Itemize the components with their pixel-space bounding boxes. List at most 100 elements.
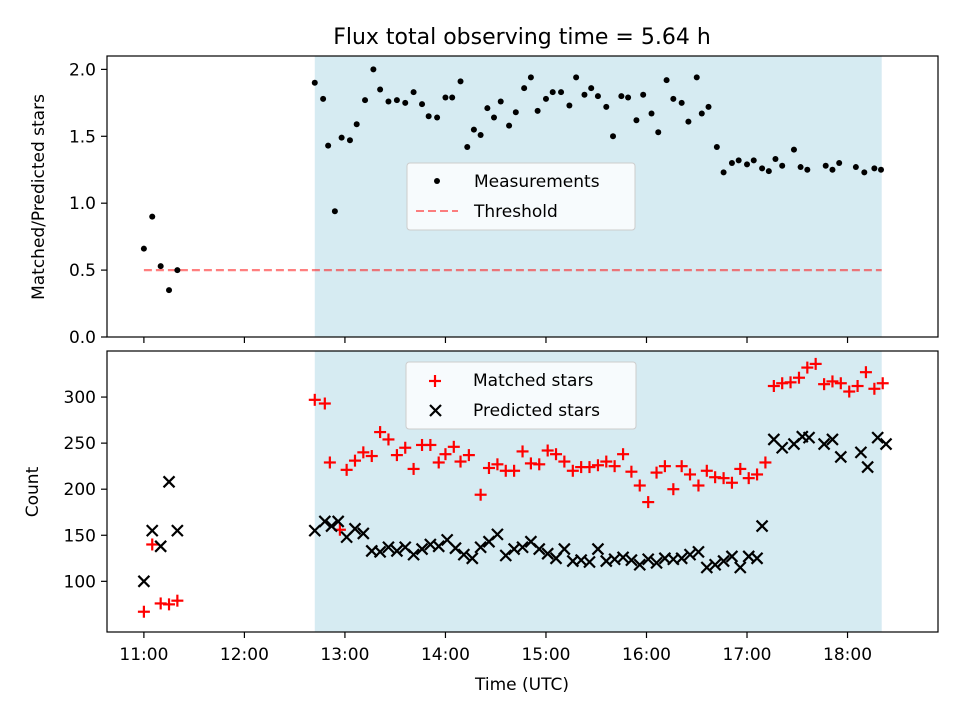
chart-title: Flux total observing time = 5.64 h xyxy=(333,25,711,50)
matched-star-point xyxy=(650,466,663,479)
y-tick-label: 0.0 xyxy=(69,328,96,348)
predicted-star-point xyxy=(474,540,487,554)
x-axis-label: Time (UTC) xyxy=(474,675,569,695)
predicted-star-point xyxy=(708,558,722,572)
matched-star-point xyxy=(566,464,579,477)
ratio-panel-x-ticks xyxy=(143,337,849,343)
predicted-star-point xyxy=(432,540,445,553)
measurement-point xyxy=(385,98,392,105)
measurement-point xyxy=(640,91,647,98)
predicted-star-point xyxy=(854,446,868,459)
x-tick-label: 12:00 xyxy=(220,645,269,665)
matched-star-point xyxy=(692,479,705,492)
matched-star-point xyxy=(374,426,387,439)
predicted-star-point xyxy=(683,548,697,561)
measurement-point xyxy=(549,89,556,96)
matched-star-point xyxy=(700,464,713,477)
matched-star-point xyxy=(382,433,395,446)
matched-star-point xyxy=(365,450,378,463)
matched-star-point xyxy=(625,465,638,478)
predicted-star-point xyxy=(541,547,554,560)
measurement-point xyxy=(797,164,804,171)
measurement-point xyxy=(705,103,712,110)
predicted-star-point xyxy=(802,431,816,444)
ratio-panel-y-ticks: 0.0 0.5 1.0 1.5 2.0 xyxy=(69,60,107,348)
measurement-point xyxy=(527,74,534,81)
predicted-star-point xyxy=(650,556,663,570)
measurement-point xyxy=(878,166,885,173)
predicted-star-point xyxy=(407,548,420,561)
predicted-star-point xyxy=(755,519,769,533)
measurement-point xyxy=(338,134,345,141)
matched-star-point xyxy=(550,448,563,461)
measurement-point xyxy=(648,110,655,117)
predicted-star-point xyxy=(692,545,705,559)
predicted-star-point xyxy=(733,561,747,574)
predicted-star-point xyxy=(357,527,370,540)
predicted-star-point xyxy=(516,540,529,554)
predicted-star-point xyxy=(861,460,874,474)
x-tick-label: 11:00 xyxy=(119,645,168,665)
measurement-point xyxy=(693,74,700,81)
measurement-point xyxy=(861,169,868,176)
matched-star-point xyxy=(658,460,671,473)
matched-star-point xyxy=(137,605,150,618)
matched-star-point xyxy=(600,455,613,468)
matched-star-point xyxy=(834,377,847,390)
matched-star-point xyxy=(818,378,831,391)
matched-star-point xyxy=(801,361,814,374)
matched-star-point xyxy=(734,462,747,475)
matched-star-point xyxy=(642,496,655,509)
count-panel: 11:00 12:00 13:00 14:00 15:00 16:00 17:00 18:00… xyxy=(23,350,939,665)
measurement-point xyxy=(484,105,491,112)
measurement-point xyxy=(822,162,829,169)
x-tick-label: 13:00 xyxy=(320,645,369,665)
matched-star-point xyxy=(308,393,321,406)
measurement-point xyxy=(852,164,859,171)
matched-star-point xyxy=(558,455,571,468)
matched-star-point xyxy=(541,444,554,457)
measurement-point xyxy=(772,156,779,163)
x-tick-label: 17:00 xyxy=(723,645,772,665)
measurement-point xyxy=(449,94,456,101)
measurement-point xyxy=(491,114,498,121)
matched-star-point xyxy=(767,380,780,393)
matched-star-point xyxy=(462,449,475,462)
predicted-star-point xyxy=(415,542,429,556)
measurement-point xyxy=(655,129,662,136)
count-plot-marks xyxy=(137,357,893,618)
measurement-point xyxy=(166,287,173,294)
matched-star-point xyxy=(399,441,412,454)
measurement-point xyxy=(558,89,565,96)
predicted-star-point xyxy=(331,515,345,528)
matched-star-point xyxy=(163,598,176,611)
measurement-point xyxy=(581,91,588,98)
measurement-point xyxy=(331,208,338,215)
ratio-panel: 0.00.51.01.52.0 Matched/Predicted stars … xyxy=(29,55,939,348)
x-tick-label: 16:00 xyxy=(622,645,671,665)
predicted-star-point xyxy=(558,542,571,556)
y-tick-label: 2.0 xyxy=(69,60,96,80)
matched-star-point xyxy=(348,454,361,467)
matched-star-point xyxy=(792,371,805,384)
count-legend: Matched stars Predicted stars xyxy=(405,361,637,430)
measurement-point xyxy=(735,157,742,164)
matched-star-point xyxy=(784,376,797,389)
measurement-point xyxy=(750,157,757,164)
count-y-axis-label: Count xyxy=(23,466,43,517)
measurement-point xyxy=(506,122,513,129)
measurement-point xyxy=(542,95,549,102)
predicted-star-point xyxy=(775,441,789,455)
matched-star-point xyxy=(474,488,487,501)
measurement-point xyxy=(573,74,580,81)
ratio-legend: Measurements Threshold xyxy=(406,162,636,231)
predicted-star-point xyxy=(466,552,479,565)
predicted-star-point xyxy=(171,524,184,537)
matched-star-point xyxy=(516,445,529,458)
measurement-point xyxy=(685,118,692,125)
matched-star-point xyxy=(482,462,495,475)
matched-star-point xyxy=(851,380,864,393)
measurement-point xyxy=(320,95,327,102)
predicted-star-point xyxy=(583,555,596,569)
matched-star-point xyxy=(340,463,353,476)
